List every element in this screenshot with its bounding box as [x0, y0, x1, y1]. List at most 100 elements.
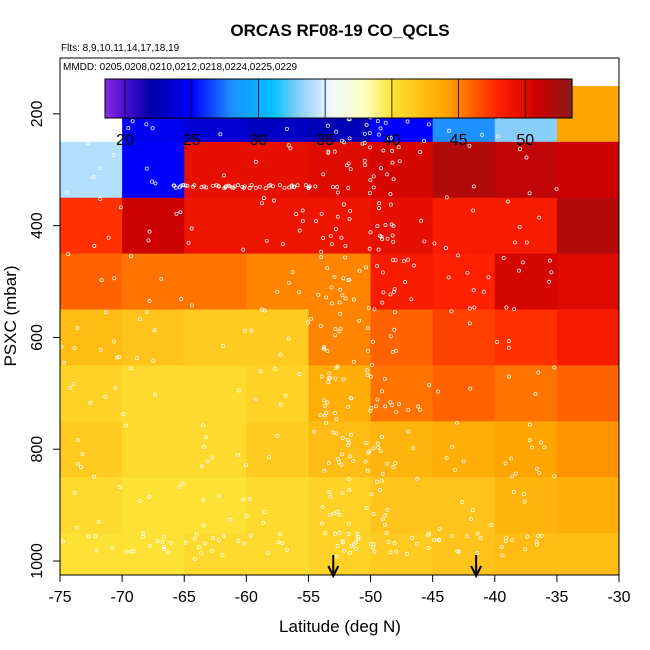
sample-point	[376, 445, 381, 450]
sample-point	[346, 185, 351, 190]
sample-point	[388, 400, 393, 405]
sample-point	[285, 547, 290, 552]
colorbar-segment	[118, 79, 123, 118]
sample-point	[357, 268, 362, 273]
sample-point	[422, 139, 427, 143]
colorbar-segment	[468, 79, 473, 118]
sample-point	[181, 183, 186, 187]
sample-point	[375, 224, 380, 229]
sample-point	[394, 549, 399, 554]
sample-point	[333, 376, 338, 381]
sample-point	[280, 540, 285, 545]
sample-point	[446, 275, 451, 280]
sample-point	[62, 360, 67, 365]
sample-point	[297, 372, 302, 376]
sample-point	[192, 557, 197, 562]
sample-point	[388, 202, 393, 207]
sample-point	[199, 185, 204, 190]
sample-point	[381, 290, 386, 295]
sample-point	[79, 465, 84, 469]
sample-point	[427, 531, 431, 536]
sample-point	[92, 474, 96, 479]
sample-point	[501, 256, 506, 261]
sample-point	[384, 531, 389, 536]
sample-point	[98, 197, 103, 201]
sample-point	[426, 546, 431, 550]
sample-point	[346, 404, 351, 409]
sample-point	[347, 521, 352, 526]
sample-point	[499, 544, 504, 549]
sample-point	[406, 429, 411, 434]
sample-point	[536, 370, 541, 375]
sample-point	[326, 149, 331, 154]
colorbar-segment	[148, 79, 153, 118]
sample-point	[388, 292, 393, 297]
sample-point	[178, 210, 183, 215]
sample-point	[321, 236, 326, 240]
sample-point	[392, 310, 397, 315]
sample-point	[375, 119, 380, 124]
colorbar-segment	[155, 79, 159, 118]
sample-point	[465, 534, 470, 539]
colorbar-segment	[171, 79, 176, 118]
sample-point	[129, 366, 134, 371]
sample-point	[503, 461, 508, 466]
sample-point	[228, 517, 233, 522]
sample-point	[380, 435, 384, 439]
sample-point	[364, 440, 369, 445]
colorbar-segment	[195, 79, 199, 118]
colorbar-segment	[555, 79, 560, 118]
heatmap-cells	[60, 85, 620, 576]
sample-point	[324, 295, 329, 300]
sample-point	[309, 316, 314, 321]
sample-point	[486, 275, 491, 280]
sample-point	[324, 420, 329, 425]
sample-point	[295, 183, 300, 188]
sample-point	[432, 241, 437, 246]
colorbar-segment	[518, 79, 523, 118]
sample-point	[450, 444, 455, 449]
sample-point	[337, 329, 342, 334]
sample-point	[150, 126, 155, 131]
sample-point	[328, 233, 333, 238]
colorbar-segment	[311, 79, 316, 118]
sample-point	[368, 541, 373, 546]
sample-point	[517, 224, 522, 229]
sample-point	[327, 512, 332, 517]
sample-point	[262, 308, 267, 313]
sample-point	[343, 296, 348, 301]
colorbar-segment	[545, 79, 550, 118]
colorbar-segment	[415, 79, 420, 118]
sample-point	[117, 485, 122, 490]
sample-point	[334, 417, 339, 422]
sample-point	[417, 407, 422, 412]
sample-point	[380, 471, 385, 476]
sample-point	[369, 405, 374, 410]
sample-point	[322, 403, 327, 408]
colorbar-segment	[178, 79, 183, 118]
sample-point	[179, 297, 184, 301]
sample-point	[418, 150, 423, 154]
sample-point	[86, 534, 91, 539]
sample-point	[364, 505, 369, 510]
sample-point	[71, 381, 76, 386]
sample-point	[352, 542, 356, 547]
heatmap-cell	[494, 477, 558, 534]
sample-point	[253, 185, 258, 190]
sample-point	[392, 287, 397, 291]
heatmap-cell	[308, 141, 372, 199]
sample-point	[406, 257, 411, 262]
sample-point	[416, 404, 421, 409]
sample-point	[437, 537, 442, 542]
heatmap-cell	[556, 141, 620, 199]
y-tick-label: 1000	[29, 543, 46, 579]
sample-point	[306, 320, 311, 325]
heatmap-cell	[60, 197, 123, 255]
colorbar-segment	[548, 79, 553, 118]
colorbar-segment	[491, 79, 496, 118]
heatmap-cell	[432, 477, 496, 534]
sample-point	[393, 258, 398, 263]
sample-point	[453, 467, 458, 472]
colorbar-segment	[501, 79, 506, 118]
colorbar-segment	[285, 79, 290, 118]
